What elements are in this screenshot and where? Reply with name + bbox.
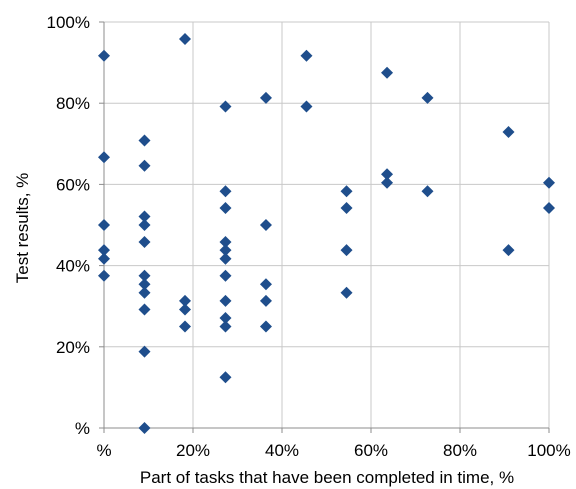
data-point bbox=[219, 269, 232, 282]
x-tick-label: 80% bbox=[443, 441, 477, 460]
data-point bbox=[219, 294, 232, 307]
data-point bbox=[219, 185, 232, 198]
y-tick-labels: % 20% 40% 60% 80% 100% bbox=[47, 13, 90, 438]
data-point bbox=[178, 294, 191, 307]
data-point bbox=[98, 252, 110, 265]
data-point bbox=[340, 286, 353, 299]
data-point bbox=[219, 371, 232, 384]
data-point bbox=[178, 320, 191, 333]
data-point bbox=[98, 244, 110, 257]
data-points bbox=[98, 33, 555, 434]
x-tick-label: 100% bbox=[527, 441, 570, 460]
data-point bbox=[543, 201, 555, 214]
data-point bbox=[502, 244, 515, 257]
data-point bbox=[421, 185, 434, 198]
data-point bbox=[259, 294, 272, 307]
data-point bbox=[259, 278, 272, 291]
data-point bbox=[138, 236, 151, 249]
data-point bbox=[259, 219, 272, 231]
data-point bbox=[502, 126, 515, 139]
data-point bbox=[259, 320, 272, 333]
data-point bbox=[178, 33, 191, 46]
data-point bbox=[138, 134, 151, 147]
axes bbox=[99, 21, 550, 433]
data-point bbox=[381, 168, 394, 181]
data-point bbox=[381, 66, 394, 79]
data-point bbox=[219, 252, 232, 265]
data-point bbox=[138, 345, 151, 358]
y-tick-label: 40% bbox=[56, 257, 90, 276]
data-point bbox=[340, 185, 353, 198]
data-point bbox=[98, 49, 110, 62]
data-point bbox=[138, 210, 151, 223]
gridlines bbox=[104, 21, 550, 428]
data-point bbox=[138, 303, 151, 316]
x-tick-label: % bbox=[96, 441, 111, 460]
data-point bbox=[300, 100, 313, 113]
data-point bbox=[138, 422, 151, 434]
data-point bbox=[219, 244, 232, 257]
data-point bbox=[381, 176, 394, 189]
data-point bbox=[138, 219, 151, 231]
y-tick-label: 100% bbox=[47, 13, 90, 32]
data-point bbox=[178, 303, 191, 316]
data-point bbox=[340, 201, 353, 214]
data-point bbox=[138, 286, 151, 299]
x-tick-labels: % 20% 40% 60% 80% 100% bbox=[96, 441, 570, 460]
data-point bbox=[219, 311, 232, 324]
y-tick-label: 60% bbox=[56, 175, 90, 194]
data-point bbox=[98, 269, 110, 282]
data-point bbox=[300, 49, 313, 62]
data-point bbox=[219, 236, 232, 249]
y-axis-title: Test results, % bbox=[13, 173, 32, 284]
data-point bbox=[219, 100, 232, 113]
x-axis-title: Part of tasks that have been completed i… bbox=[140, 468, 514, 487]
x-tick-label: 20% bbox=[176, 441, 210, 460]
data-point bbox=[98, 219, 110, 231]
data-point bbox=[259, 91, 272, 104]
data-point bbox=[340, 244, 353, 257]
x-tick-label: 60% bbox=[354, 441, 388, 460]
y-tick-label: % bbox=[75, 419, 90, 438]
y-tick-label: 80% bbox=[56, 94, 90, 113]
x-tick-label: 40% bbox=[265, 441, 299, 460]
data-point bbox=[138, 159, 151, 172]
data-point bbox=[138, 278, 151, 291]
data-point bbox=[98, 151, 110, 164]
data-point bbox=[138, 269, 151, 282]
data-point bbox=[219, 320, 232, 333]
data-point bbox=[421, 91, 434, 104]
data-point bbox=[543, 176, 555, 189]
data-point bbox=[219, 201, 232, 214]
y-tick-label: 20% bbox=[56, 338, 90, 357]
